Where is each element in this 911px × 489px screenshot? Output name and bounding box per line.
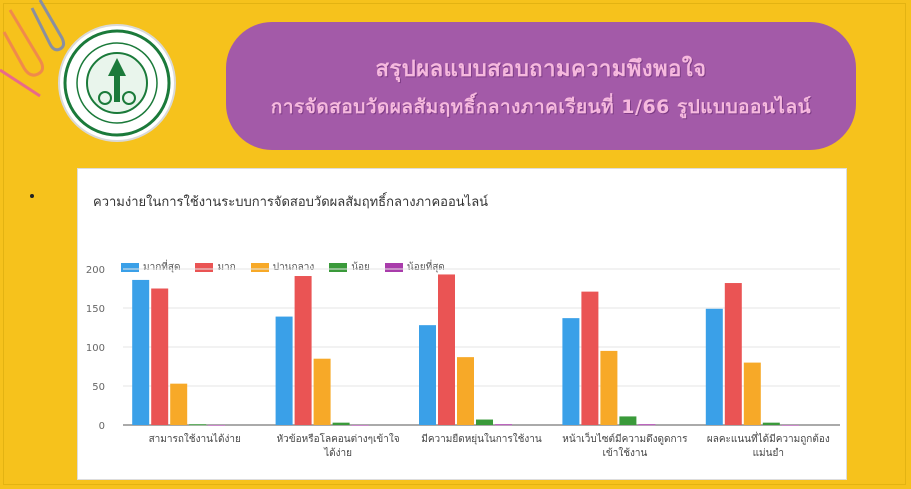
school-seal-logo [58, 24, 176, 142]
title-banner: สรุปผลแบบสอบถามความพึงพอใจ การจัดสอบวัดผ… [226, 22, 856, 150]
legend-swatch [384, 263, 403, 272]
legend-label: น้อย [351, 262, 370, 273]
legend-item: น้อย [329, 260, 370, 275]
bar [495, 424, 512, 426]
x-tick-label: แม่นยำ [753, 448, 784, 459]
y-tick-label: 0 [99, 421, 105, 432]
legend-item: ปานกลาง [250, 260, 315, 275]
bar [562, 318, 580, 425]
bar [600, 350, 618, 425]
bar [476, 419, 493, 425]
y-tick-label: 150 [86, 304, 105, 315]
bar [151, 288, 169, 425]
bar [705, 308, 723, 425]
bar [208, 425, 226, 426]
school-seal-icon [63, 29, 171, 137]
page-frame [3, 3, 906, 485]
x-tick-label: ผลคะแนนที่ได้มีความถูกต้อง [707, 431, 830, 445]
x-tick-label: มีความยืดหยุ่นในการใช้งาน [421, 433, 542, 445]
banner-title: สรุปผลแบบสอบถามความพึงพอใจ [375, 56, 707, 82]
bar [619, 416, 637, 425]
bar [781, 425, 799, 426]
x-tick-label: หน้าเว็บไซต์มีความดึงดูดการ [562, 431, 688, 445]
bar [132, 279, 150, 425]
bar-chart: 200 150 100 50 0 สามารถใช้งานได้ง่าย หัวข้อหรื… [86, 265, 840, 459]
legend-swatch [121, 263, 139, 272]
y-tick-label: 100 [86, 343, 105, 354]
legend-item: น้อยที่สุด [384, 260, 445, 275]
legend-swatch [329, 263, 348, 272]
legend-swatch [195, 263, 214, 272]
paperclip-decoration-icon [0, 0, 66, 98]
bar [762, 422, 780, 425]
legend-label: น้อยที่สุด [406, 262, 445, 273]
bar [724, 283, 742, 425]
bar [275, 316, 293, 425]
y-tick-label: 200 [86, 265, 105, 276]
bar [294, 276, 312, 425]
bar [313, 358, 331, 425]
bar [743, 362, 761, 425]
bar [189, 424, 207, 426]
banner-subtitle: การจัดสอบวัดผลสัมฤทธิ์กลางภาคเรียนที่ 1/… [270, 95, 812, 118]
legend-item: มาก [195, 260, 236, 275]
bar [638, 424, 656, 426]
bar [351, 425, 369, 426]
legend-item: มากที่สุด [121, 260, 180, 275]
chart-legend: มากที่สุด มาก ปานกลาง น้อย น้อยที่สุด [121, 260, 445, 275]
x-tick-label: เข้าใช้งาน [602, 447, 647, 459]
bullet-dot [30, 194, 34, 198]
bar [438, 274, 455, 425]
x-tick-label: หัวข้อหรือโลคอนต่างๆเข้าใจ [277, 432, 400, 445]
legend-label: มากที่สุด [143, 262, 181, 273]
bar [457, 357, 474, 425]
legend-swatch [250, 263, 269, 272]
legend-label: ปานกลาง [272, 262, 315, 273]
bar [419, 325, 436, 425]
y-tick-label: 50 [92, 382, 105, 393]
legend-label: มาก [217, 262, 236, 273]
bar [332, 422, 350, 425]
x-tick-label: ได้ง่าย [323, 447, 352, 459]
x-tick-label: สามารถใช้งานได้ง่าย [149, 433, 241, 445]
bar [170, 383, 188, 425]
bar [581, 291, 599, 425]
chart-title: ความง่ายในการใช้งานระบบการจัดสอบวัดผลสัม… [93, 195, 489, 210]
chart-card: ความง่ายในการใช้งานระบบการจัดสอบวัดผลสัม… [77, 168, 847, 480]
